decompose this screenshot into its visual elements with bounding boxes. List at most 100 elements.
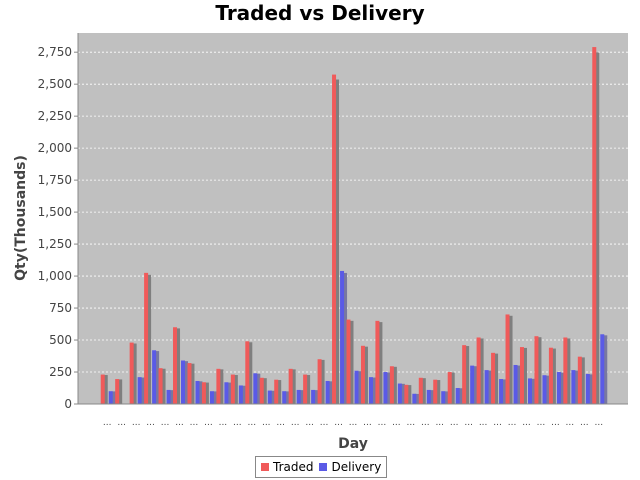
x-tick-label: ... <box>551 418 560 428</box>
bar-shadow-traded <box>262 378 267 404</box>
y-tick-label: 2,750 <box>38 45 72 59</box>
bar-shadow-delivery <box>545 375 550 404</box>
x-tick-label: ... <box>103 418 112 428</box>
bar-traded <box>173 327 178 404</box>
x-tick-label: ... <box>175 418 184 428</box>
y-tick-label: 2,000 <box>38 141 72 155</box>
bar-shadow-delivery <box>256 373 261 404</box>
bar-shadow-delivery <box>299 390 304 404</box>
bars <box>100 47 608 405</box>
bar-shadow-traded <box>566 338 571 404</box>
legend-swatch-traded <box>261 463 269 471</box>
y-tick-label: 1,000 <box>38 269 72 283</box>
bar-delivery <box>470 365 475 404</box>
bar-shadow-delivery <box>371 377 376 404</box>
bar-shadow-delivery <box>400 383 405 404</box>
y-tick-label: 1,250 <box>38 237 72 251</box>
bar-traded <box>433 379 438 404</box>
x-tick-label: ... <box>594 418 603 428</box>
legend-item-delivery: Delivery <box>319 460 381 474</box>
bar-shadow-traded <box>320 359 325 404</box>
bar-traded <box>332 74 337 405</box>
bar-traded <box>404 384 409 404</box>
x-tick-label: ... <box>276 418 285 428</box>
chart-title: Traded vs Delivery <box>215 1 425 25</box>
bar-shadow-delivery <box>429 390 434 404</box>
y-tick-label: 500 <box>49 333 72 347</box>
bar-shadow-traded <box>465 346 470 404</box>
bar-shadow-delivery <box>198 381 203 404</box>
bar-shadow-traded <box>407 385 412 404</box>
bar-shadow-delivery <box>415 393 420 404</box>
bar-delivery <box>296 389 301 404</box>
x-tick-label: ... <box>580 418 589 428</box>
bar-delivery <box>585 373 590 404</box>
bar-shadow-delivery <box>285 391 290 404</box>
bar-shadow-traded <box>291 369 296 404</box>
bar-delivery <box>152 350 157 404</box>
x-tick-label: ... <box>508 418 517 428</box>
x-tick-label: ... <box>233 418 242 428</box>
bar-shadow-delivery <box>155 351 160 404</box>
bar-delivery <box>209 391 214 404</box>
bar-delivery <box>513 364 518 404</box>
bar-shadow-delivery <box>227 382 232 404</box>
bar-shadow-delivery <box>357 371 362 404</box>
bar-delivery <box>527 378 532 404</box>
bar-traded <box>100 374 105 404</box>
bar-shadow-delivery <box>559 372 564 404</box>
bar-traded <box>288 368 293 404</box>
bar-shadow-delivery <box>473 366 478 404</box>
bar-traded <box>187 363 192 404</box>
x-tick-label: ... <box>537 418 546 428</box>
bar-shadow-traded <box>103 375 108 404</box>
bar-shadow-traded <box>219 369 224 404</box>
bar-delivery <box>282 391 287 404</box>
bar-traded <box>144 272 149 404</box>
bar-delivery <box>166 389 171 404</box>
bar-delivery <box>340 270 345 404</box>
bar-delivery <box>224 382 229 404</box>
y-tick-label: 1,750 <box>38 173 72 187</box>
bar-shadow-traded <box>233 375 238 404</box>
bar-delivery <box>238 385 243 404</box>
bar-shadow-traded <box>147 274 152 404</box>
x-tick-label: ... <box>262 418 271 428</box>
bar-traded <box>577 356 582 404</box>
bar-shadow-delivery <box>502 379 507 404</box>
bar-traded <box>592 47 597 404</box>
bar-shadow-delivery <box>458 388 463 404</box>
x-tick-label: ... <box>291 418 300 428</box>
bar-shadow-traded <box>508 315 513 404</box>
bar-shadow-traded <box>204 382 209 404</box>
bar-delivery <box>412 393 417 404</box>
x-tick-label: ... <box>566 418 575 428</box>
bar-shadow-delivery <box>530 378 535 404</box>
bar-delivery <box>397 383 402 404</box>
bar-shadow-traded <box>363 346 368 404</box>
bar-delivery <box>253 373 258 404</box>
bar-shadow-delivery <box>140 377 145 404</box>
bar-shadow-traded <box>118 379 123 404</box>
x-tick-label: ... <box>493 418 502 428</box>
bar-delivery <box>499 379 504 404</box>
bar-delivery <box>137 377 142 404</box>
bar-traded <box>245 341 250 404</box>
legend-label-traded: Traded <box>273 460 314 474</box>
bar-traded <box>375 320 380 404</box>
bar-shadow-delivery <box>487 370 492 404</box>
bar-traded <box>418 377 423 404</box>
bar-delivery <box>383 372 388 404</box>
bar-traded <box>534 336 539 404</box>
bar-shadow-traded <box>349 320 354 404</box>
x-tick-label: ... <box>117 418 126 428</box>
bar-delivery <box>542 375 547 404</box>
bar-shadow-traded <box>161 368 166 404</box>
x-tick-label: ... <box>161 418 170 428</box>
x-axis: ........................................… <box>78 403 628 428</box>
bar-traded <box>491 352 496 404</box>
bar-shadow-delivery <box>314 390 319 404</box>
bar-shadow-traded <box>479 338 484 404</box>
bar-traded <box>505 314 510 404</box>
legend-swatch-delivery <box>319 463 328 471</box>
